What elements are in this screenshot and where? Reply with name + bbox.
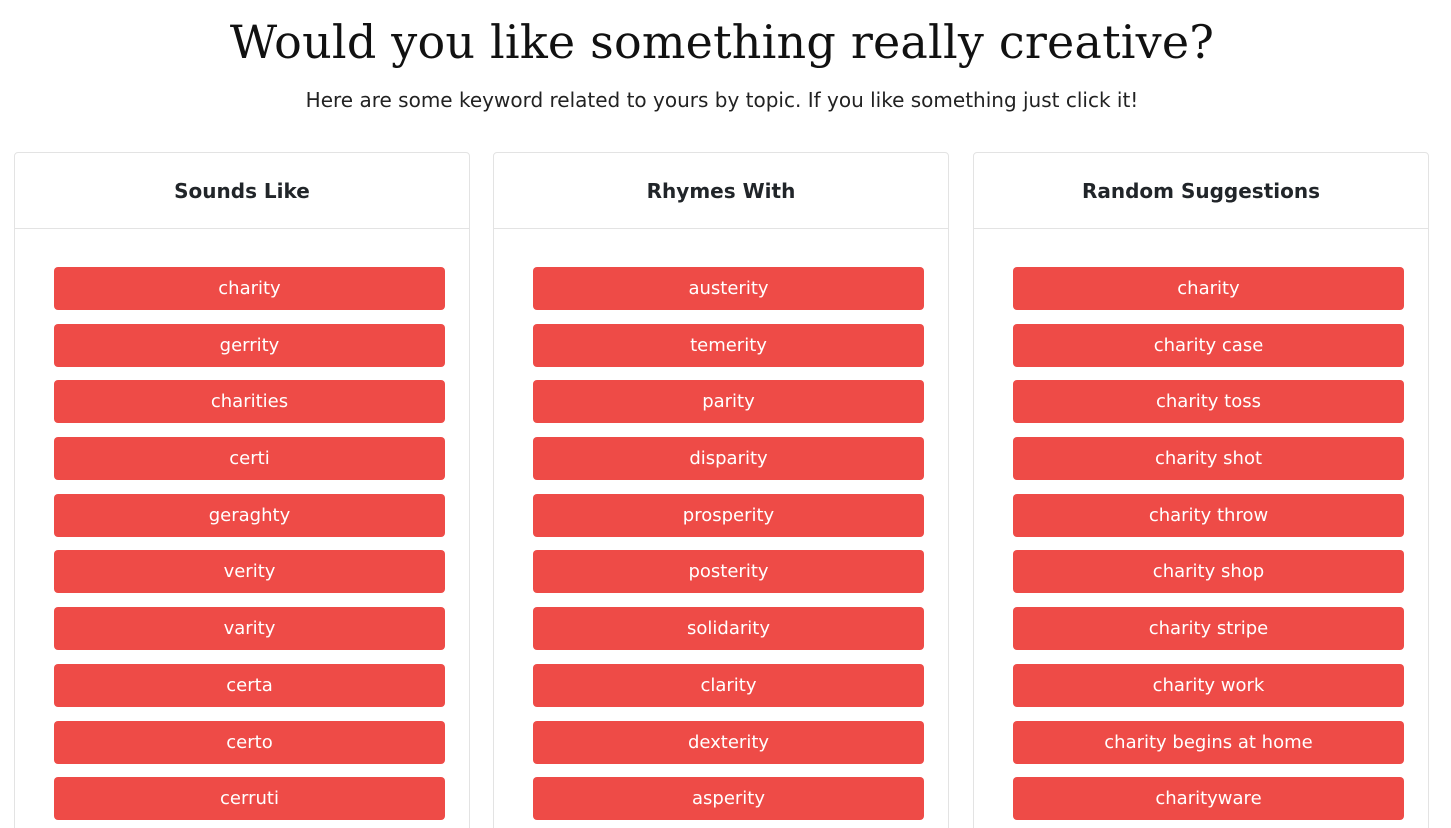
sounds-like-keyword-button[interactable]: cerruti: [54, 777, 445, 821]
page-title: Would you like something really creative…: [229, 15, 1215, 69]
sounds-like-keyword-button[interactable]: certo: [54, 720, 445, 764]
card-title: Rhymes With: [494, 153, 948, 229]
rhymes-with-keyword-button[interactable]: temerity: [533, 323, 924, 367]
sounds-like-card: Sounds Like charity gerrity charities certi…: [14, 152, 470, 828]
card-title: Sounds Like: [15, 153, 469, 229]
random-suggestions-keyword-button[interactable]: charityware: [1013, 777, 1404, 821]
rhymes-with-keyword-button[interactable]: dexterity: [533, 720, 924, 764]
rhymes-with-keyword-button[interactable]: austerity: [533, 267, 924, 310]
rhymes-with-keyword-button[interactable]: disparity: [533, 437, 924, 481]
sounds-like-keyword-button[interactable]: gerrity: [54, 323, 445, 367]
random-suggestions-keyword-button[interactable]: charity shot: [1013, 437, 1404, 481]
random-suggestions-keyword-button[interactable]: charity stripe: [1013, 607, 1404, 651]
keyword-list: charity gerrity charities certi geraghty veri…: [15, 229, 469, 821]
rhymes-with-keyword-button[interactable]: posterity: [533, 550, 924, 594]
sounds-like-keyword-button[interactable]: charities: [54, 380, 445, 424]
sounds-like-keyword-button[interactable]: geraghty: [54, 493, 445, 537]
random-suggestions-keyword-button[interactable]: charity shop: [1013, 550, 1404, 594]
random-suggestions-keyword-button[interactable]: charity case: [1013, 323, 1404, 367]
rhymes-with-card: Rhymes With austerity temerity parity dispa…: [493, 152, 949, 828]
sounds-like-keyword-button[interactable]: charity: [54, 267, 445, 310]
random-suggestions-keyword-button[interactable]: charity throw: [1013, 493, 1404, 537]
rhymes-with-keyword-button[interactable]: asperity: [533, 777, 924, 821]
random-suggestions-keyword-button[interactable]: charity begins at home: [1013, 720, 1404, 764]
card-title: Random Suggestions: [974, 153, 1428, 229]
keyword-list: charity charity case charity toss charity s…: [974, 229, 1428, 821]
random-suggestions-keyword-button[interactable]: charity: [1013, 267, 1404, 310]
rhymes-with-keyword-button[interactable]: solidarity: [533, 607, 924, 651]
random-suggestions-card: Random Suggestions charity charity case ch…: [973, 152, 1429, 828]
keyword-list: austerity temerity parity disparity prosperi…: [494, 229, 948, 821]
sounds-like-keyword-button[interactable]: varity: [54, 607, 445, 651]
sounds-like-keyword-button[interactable]: verity: [54, 550, 445, 594]
rhymes-with-keyword-button[interactable]: parity: [533, 380, 924, 424]
page-subtitle: Here are some keyword related to yours b…: [305, 88, 1139, 112]
sounds-like-keyword-button[interactable]: certi: [54, 437, 445, 481]
random-suggestions-keyword-button[interactable]: charity toss: [1013, 380, 1404, 424]
rhymes-with-keyword-button[interactable]: clarity: [533, 663, 924, 707]
rhymes-with-keyword-button[interactable]: prosperity: [533, 493, 924, 537]
sounds-like-keyword-button[interactable]: certa: [54, 663, 445, 707]
random-suggestions-keyword-button[interactable]: charity work: [1013, 663, 1404, 707]
